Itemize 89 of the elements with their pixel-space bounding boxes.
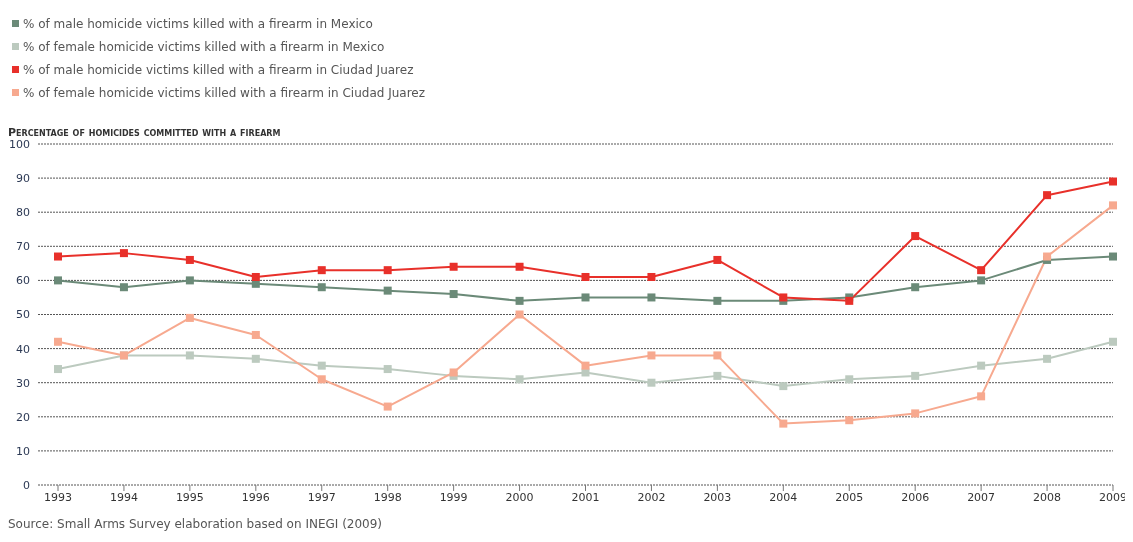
x-tick-label: 1994 [109, 490, 138, 504]
point [713, 296, 722, 305]
point [977, 276, 986, 285]
point [713, 351, 722, 360]
x-tick-label: 2007 [967, 490, 996, 504]
point [251, 272, 260, 281]
point [119, 249, 128, 258]
x-tick-label: 2005 [835, 490, 864, 504]
point [1043, 354, 1052, 363]
point [1109, 252, 1117, 261]
point [713, 255, 722, 264]
point [977, 361, 986, 370]
legend-label: % of female homicide victims killed with a firearm in Ciudad Juarez [23, 85, 426, 100]
point [911, 232, 920, 241]
y-tick-label: 50 [16, 308, 30, 322]
point [713, 371, 722, 380]
point [251, 354, 260, 363]
point [317, 266, 326, 275]
y-tick-label: 80 [16, 206, 30, 220]
x-tick-label: 1999 [439, 490, 468, 504]
x-tick-label: 2001 [571, 490, 600, 504]
point [185, 255, 194, 264]
x-tick-label: 2006 [901, 490, 930, 504]
point [581, 272, 590, 281]
point [515, 375, 524, 384]
point [977, 392, 986, 401]
point [581, 361, 590, 370]
point [647, 293, 656, 302]
point [185, 276, 194, 285]
point [647, 351, 656, 360]
point [119, 283, 128, 292]
x-tick-label: 2008 [1033, 490, 1062, 504]
point [911, 283, 920, 292]
point [185, 313, 194, 322]
x-tick-label: 2003 [703, 490, 732, 504]
point [449, 262, 458, 271]
point [449, 290, 458, 299]
y-tick-label: 40 [16, 342, 30, 356]
x-tick-label: 1995 [175, 490, 204, 504]
point [515, 262, 524, 271]
point [1109, 177, 1117, 186]
point [977, 266, 986, 275]
point [845, 375, 854, 384]
point [383, 365, 392, 374]
point [1109, 201, 1117, 210]
point [515, 310, 524, 319]
legend-label: % of female homicide victims killed with a firearm in Mexico [23, 39, 385, 54]
point [581, 293, 590, 302]
source-note: Source: Small Arms Survey elaboration based on INEGI (2009) [8, 517, 384, 531]
y-tick-label: 60 [16, 274, 30, 288]
point [317, 375, 326, 384]
point [911, 371, 920, 380]
x-tick-label: 1997 [307, 490, 336, 504]
point [54, 337, 62, 346]
x-tick-label: 2004 [769, 490, 798, 504]
point [779, 382, 788, 391]
point [383, 286, 392, 295]
point [317, 361, 326, 370]
x-tick-label: 1993 [44, 490, 72, 504]
point [317, 283, 326, 292]
point [185, 351, 194, 360]
point [911, 409, 920, 418]
y-tick-label: 100 [9, 137, 30, 151]
point [515, 296, 524, 305]
y-tick-label: 20 [16, 410, 30, 424]
x-tick-label: 2000 [505, 490, 534, 504]
y-tick-label: 30 [16, 376, 30, 390]
y-tick-label: 70 [16, 240, 30, 254]
point [779, 419, 788, 428]
point [54, 365, 62, 374]
legend-label: % of male homicide victims killed with a firearm in Mexico [23, 16, 373, 31]
y-tick-label: 90 [16, 172, 30, 186]
point [647, 272, 656, 281]
point [1043, 191, 1052, 200]
y-tick-label: 10 [16, 444, 30, 458]
y-tick-label: 0 [23, 478, 30, 492]
point [1109, 337, 1117, 346]
y-axis-title: Percentage of homicides committed with a firearm [8, 126, 281, 139]
legend-label: % of male homicide victims killed with a firearm in Ciudad Juarez [23, 62, 414, 77]
point [383, 266, 392, 275]
point [251, 330, 260, 339]
x-tick-label: 1996 [241, 490, 270, 504]
point [647, 378, 656, 387]
point [383, 402, 392, 411]
point [54, 252, 62, 261]
point [845, 416, 854, 425]
x-tick-label: 2002 [637, 490, 666, 504]
point [54, 276, 62, 285]
x-tick-label: 1998 [373, 490, 402, 504]
